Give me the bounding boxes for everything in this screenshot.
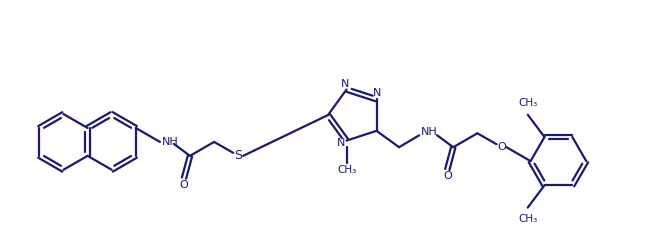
Text: N: N — [373, 88, 382, 98]
Text: NH: NH — [162, 137, 179, 147]
Text: NH: NH — [421, 127, 438, 137]
Text: CH₃: CH₃ — [518, 214, 537, 224]
Text: N: N — [336, 138, 345, 147]
Text: CH₃: CH₃ — [518, 98, 537, 108]
Text: CH₃: CH₃ — [337, 165, 356, 175]
Text: O: O — [179, 180, 189, 190]
Text: O: O — [497, 142, 506, 152]
Text: O: O — [443, 172, 452, 181]
Text: N: N — [341, 78, 350, 88]
Text: S: S — [234, 149, 242, 162]
